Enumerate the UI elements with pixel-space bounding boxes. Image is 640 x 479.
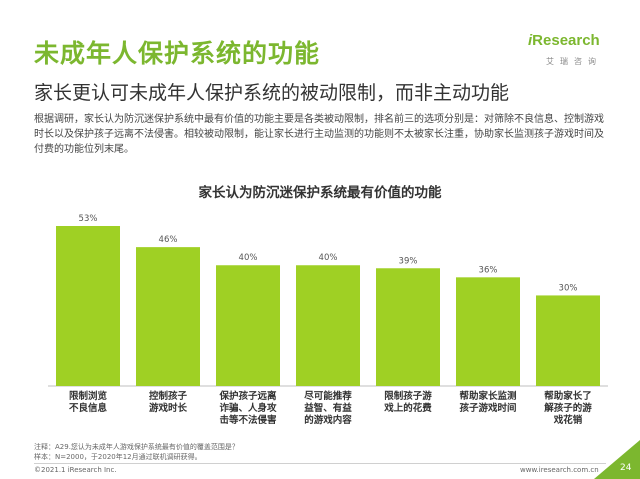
page-corner-shape bbox=[594, 440, 640, 479]
bar-value-label: 36% bbox=[479, 265, 498, 275]
category-label: 帮助家长了 bbox=[544, 390, 592, 402]
chart-title: 家长认为防沉迷保护系统最有价值的功能 bbox=[198, 185, 442, 201]
footnote-sample: 样本：N=2000，于2020年12月通过联机调研获得。 bbox=[34, 453, 202, 461]
category-label: 不良信息 bbox=[69, 402, 108, 414]
category-label: 孩子游戏时间 bbox=[459, 402, 516, 414]
footer-divider bbox=[34, 463, 606, 464]
category-label: 诈骗、人身攻 bbox=[219, 402, 277, 414]
bar bbox=[56, 226, 120, 386]
bar bbox=[296, 265, 360, 386]
category-label: 限制孩子游 bbox=[384, 390, 432, 402]
page-subtitle: 家长更认可未成年人保护系统的被动限制，而非主动功能 bbox=[34, 82, 510, 104]
bar-value-label: 30% bbox=[559, 283, 578, 293]
category-label: 尽可能推荐 bbox=[304, 390, 352, 402]
footnote: 注释：A29.您认为未成年人游戏保护系统最有价值的覆盖范围是？ 样本：N=200… bbox=[34, 442, 239, 462]
logo-cn-text: 艾瑞咨询 bbox=[546, 57, 602, 66]
bar-value-label: 40% bbox=[319, 253, 338, 263]
category-label: 戏花销 bbox=[553, 414, 583, 426]
category-label: 帮助家长监测 bbox=[459, 390, 517, 402]
category-label: 戏上的花费 bbox=[383, 402, 432, 414]
bar-value-label: 53% bbox=[79, 214, 98, 224]
page-number: 24 bbox=[620, 463, 632, 473]
website-text: www.iresearch.com.cn bbox=[520, 466, 599, 474]
logo-text: iResearch bbox=[528, 32, 600, 49]
bar-value-label: 39% bbox=[399, 256, 418, 266]
page-title: 未成年人保护系统的功能 bbox=[34, 39, 321, 68]
copyright-text: ©2021.1 iResearch Inc. bbox=[34, 466, 117, 474]
iresearch-logo: iResearch 艾瑞咨询 bbox=[528, 32, 608, 74]
bar bbox=[216, 265, 280, 386]
description-text: 根据调研，家长认为防沉迷保护系统中最有价值的功能主要是各类被动限制，排名前三的选… bbox=[34, 114, 604, 155]
bar bbox=[376, 268, 440, 386]
category-label: 游戏时长 bbox=[149, 402, 188, 414]
category-label: 控制孩子 bbox=[149, 390, 188, 402]
bar-value-label: 46% bbox=[159, 235, 178, 245]
bar bbox=[536, 295, 600, 386]
category-label: 限制浏览 bbox=[69, 390, 108, 402]
category-label: 解孩子的游 bbox=[544, 402, 592, 414]
category-label: 击等不法侵害 bbox=[219, 414, 277, 426]
bar bbox=[456, 277, 520, 386]
category-label: 的游戏内容 bbox=[304, 414, 352, 426]
bar bbox=[136, 247, 200, 386]
footnote-question: 注释：A29.您认为未成年人游戏保护系统最有价值的覆盖范围是？ bbox=[34, 443, 239, 451]
category-label: 益智、有益 bbox=[304, 402, 352, 414]
category-label: 保护孩子远离 bbox=[218, 390, 277, 402]
bar-value-label: 40% bbox=[239, 253, 258, 263]
